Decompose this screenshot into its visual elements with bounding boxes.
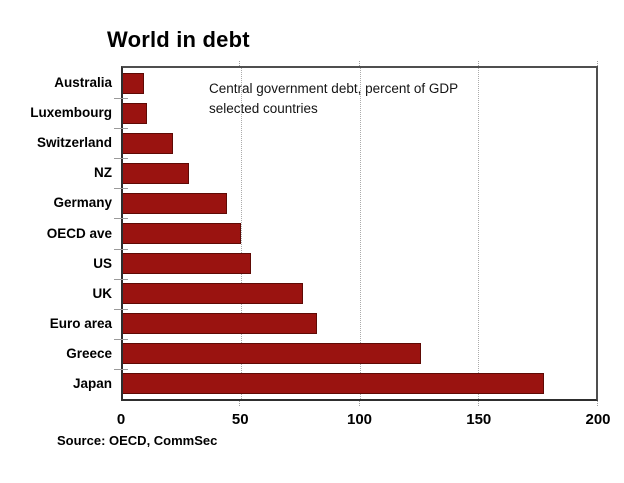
y-axis-tick: [114, 158, 128, 160]
edge-tick-50: [239, 401, 241, 406]
category-label-japan: Japan: [72, 375, 112, 391]
y-axis-tick: [114, 278, 128, 280]
y-axis-tick: [114, 248, 128, 250]
bar-germany: [123, 192, 228, 214]
category-label-nz: NZ: [94, 165, 112, 181]
source-note: Source: OECD, CommSec: [57, 433, 218, 448]
y-axis-tick: [114, 188, 128, 190]
bar-euro-area: [123, 313, 317, 335]
x-tick-label-0: 0: [116, 411, 126, 428]
category-label-euro-area: Euro area: [49, 315, 112, 331]
edge-tick-100: [358, 61, 360, 66]
bar-uk: [123, 283, 303, 305]
category-label-australia: Australia: [54, 75, 112, 91]
y-axis-tick: [114, 338, 128, 340]
chart-subtitle: Central government debt, percent of GDP …: [209, 79, 458, 119]
category-label-greece: Greece: [66, 345, 112, 361]
category-label-uk: UK: [92, 285, 113, 301]
chart-subtitle-line2: selected countries: [209, 101, 318, 116]
edge-tick-200: [597, 61, 598, 66]
chart-title: World in debt: [107, 27, 250, 52]
edge-tick-100: [358, 401, 360, 406]
gridline-150: [477, 68, 479, 399]
bar-australia: [123, 72, 145, 94]
category-label-germany: Germany: [53, 195, 112, 211]
category-label-oecd-ave: OECD ave: [46, 225, 112, 241]
category-label-luxembourg: Luxembourg: [30, 105, 112, 121]
bar-japan: [123, 373, 544, 395]
gridline-100: [359, 68, 361, 399]
plot-area: Central government debt, percent of GDP …: [121, 66, 598, 401]
category-label-us: US: [93, 255, 112, 271]
x-tick-label-50: 50: [231, 411, 249, 428]
x-tick-label-100: 100: [346, 411, 373, 428]
bar-nz: [123, 162, 190, 184]
y-axis-tick: [114, 368, 128, 370]
y-axis-tick: [114, 128, 128, 130]
edge-tick-200: [597, 401, 598, 406]
y-axis-tick: [114, 218, 128, 220]
bar-luxembourg: [123, 102, 147, 124]
bar-oecd-ave: [123, 223, 242, 244]
gridline-50: [241, 68, 243, 399]
bar-us: [123, 253, 251, 275]
chart-subtitle-line1: Central government debt, percent of GDP: [209, 81, 459, 96]
y-axis-tick: [114, 98, 128, 100]
bar-greece: [123, 343, 421, 365]
edge-tick-150: [477, 401, 479, 406]
edge-tick-150: [477, 61, 479, 66]
x-tick-label-200: 200: [585, 411, 611, 428]
category-label-switzerland: Switzerland: [36, 135, 112, 151]
x-tick-label-150: 150: [466, 411, 492, 428]
bar-switzerland: [123, 132, 173, 154]
edge-tick-50: [239, 61, 241, 66]
y-axis-tick: [114, 308, 128, 310]
